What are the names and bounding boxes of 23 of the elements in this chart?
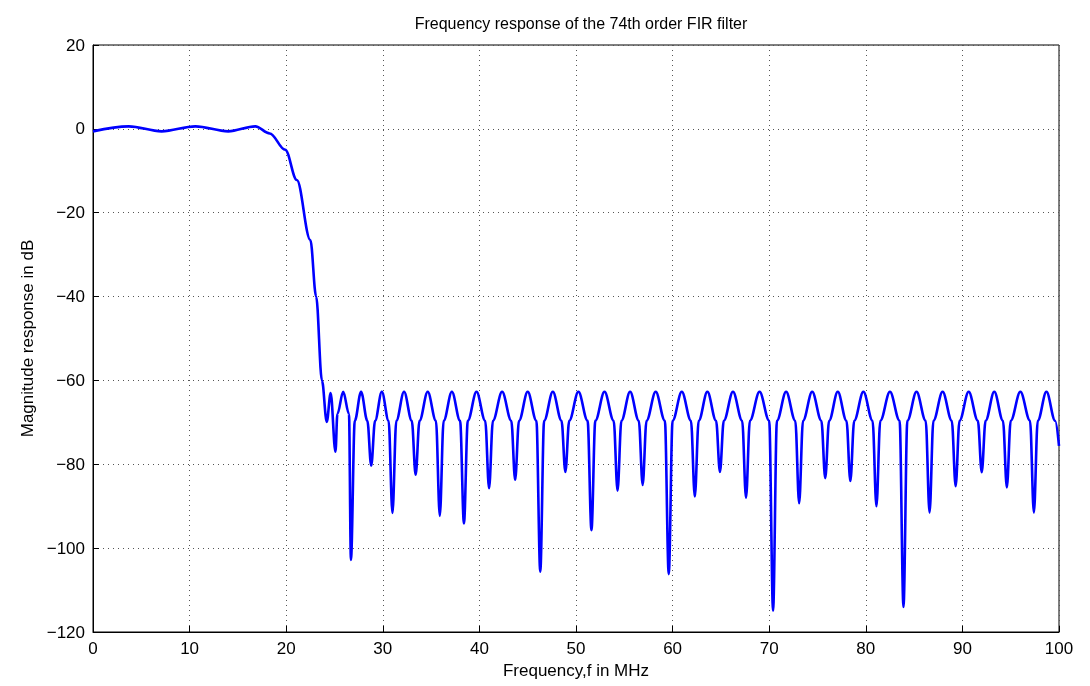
y-tick-label: 20: [66, 35, 85, 55]
x-tick-label: 100: [1044, 639, 1074, 658]
x-tick-label: 70: [759, 639, 779, 658]
x-tick-label: 90: [952, 639, 972, 658]
y-tick-label: −80: [56, 454, 85, 474]
x-tick-label: 30: [373, 639, 393, 658]
x-tick-label: 60: [663, 639, 683, 658]
line-series: [91, 125, 1061, 612]
x-tick-label: 0: [88, 639, 98, 658]
y-tick-label: 0: [75, 119, 85, 139]
x-tick-label: 50: [566, 639, 586, 658]
y-tick-label: −20: [56, 203, 85, 223]
y-tick-label: −120: [46, 622, 85, 642]
chart-title: Frequency response of the 74th order FIR filter: [414, 14, 748, 32]
x-tick-label: 80: [856, 639, 876, 658]
x-tick-label: 40: [469, 639, 489, 658]
x-tick-label: 10: [180, 639, 200, 658]
y-tick-label: −100: [46, 538, 85, 558]
x-tick-label: 20: [276, 639, 296, 658]
y-tick-label: −40: [56, 287, 85, 307]
y-tick-label: −60: [56, 370, 85, 390]
y-axis-title: Magnitude response in dB: [17, 239, 37, 438]
x-axis-title: Frequency,f in MHz: [502, 660, 650, 680]
